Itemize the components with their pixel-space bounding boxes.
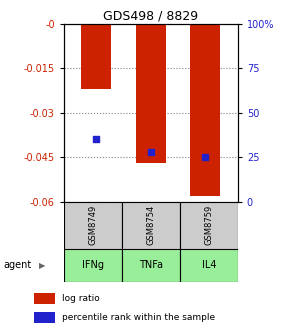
Text: ▶: ▶ bbox=[39, 261, 45, 270]
Title: GDS498 / 8829: GDS498 / 8829 bbox=[103, 9, 198, 23]
Text: GSM8754: GSM8754 bbox=[146, 205, 155, 245]
Bar bbox=[64, 202, 122, 249]
Point bbox=[148, 149, 153, 155]
Bar bbox=[122, 249, 180, 282]
Text: IL4: IL4 bbox=[202, 260, 216, 270]
Bar bbox=[64, 249, 122, 282]
Bar bbox=[81, 24, 111, 89]
Bar bbox=[34, 312, 55, 323]
Point bbox=[94, 136, 99, 142]
Bar bbox=[34, 293, 55, 304]
Text: percentile rank within the sample: percentile rank within the sample bbox=[62, 313, 215, 322]
Bar bbox=[190, 24, 220, 196]
Text: TNFa: TNFa bbox=[139, 260, 163, 270]
Text: GSM8759: GSM8759 bbox=[204, 205, 213, 245]
Bar bbox=[122, 202, 180, 249]
Point bbox=[203, 155, 207, 160]
Text: GSM8749: GSM8749 bbox=[88, 205, 97, 245]
Bar bbox=[180, 249, 238, 282]
Text: agent: agent bbox=[3, 260, 31, 270]
Text: IFNg: IFNg bbox=[82, 260, 104, 270]
Bar bbox=[136, 24, 166, 163]
Text: log ratio: log ratio bbox=[62, 294, 100, 303]
Bar bbox=[180, 202, 238, 249]
